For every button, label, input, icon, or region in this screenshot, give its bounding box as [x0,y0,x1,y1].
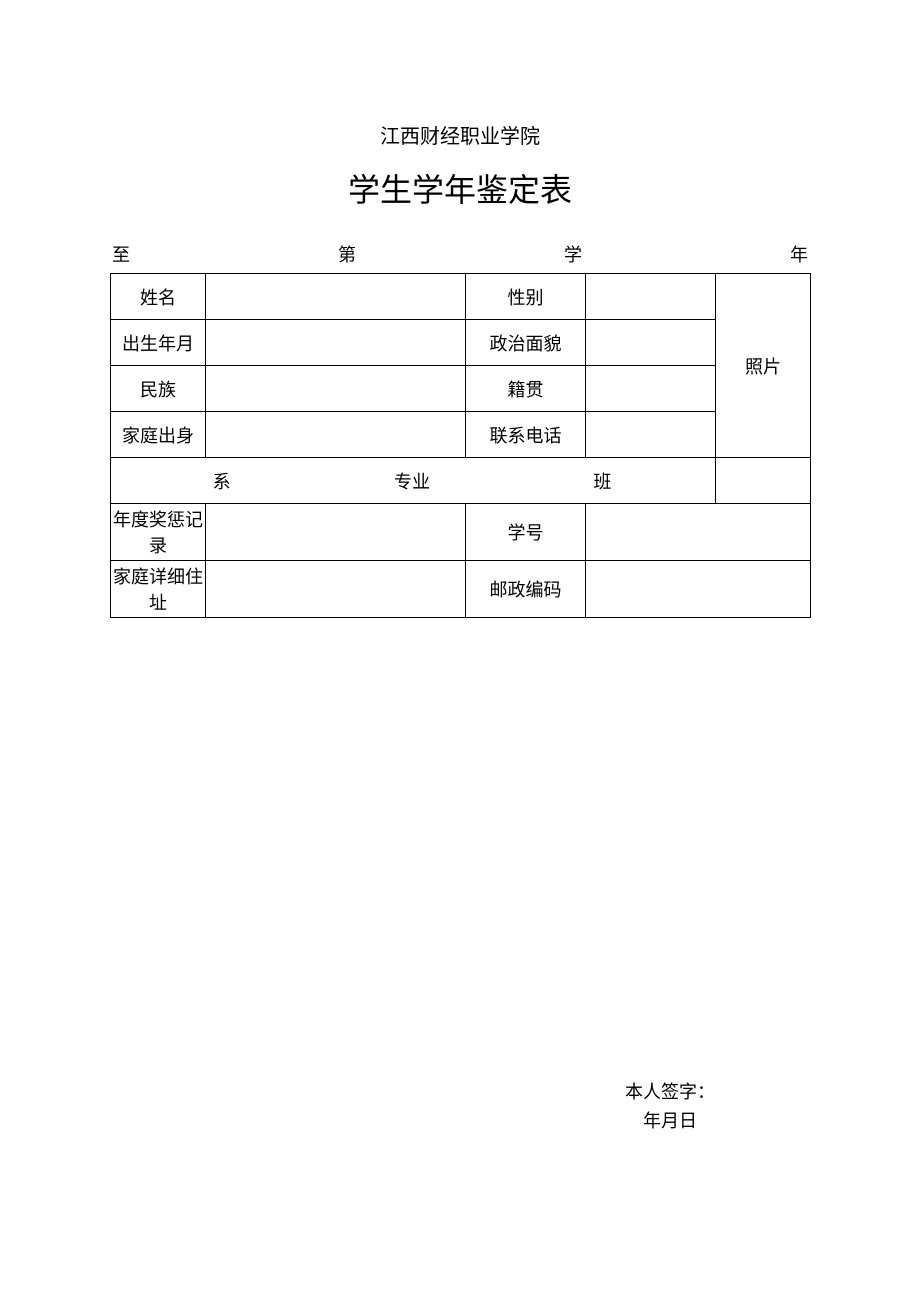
table-row: 家庭出身 联系电话 [111,412,811,458]
label-major: 专业 [394,468,430,494]
year-col-3: 学 [564,241,582,267]
value-postal [586,561,811,618]
label-class: 班 [593,468,611,494]
label-political: 政治面貌 [466,320,586,366]
year-line: 至 第 学 年 [110,241,810,273]
label-postal: 邮政编码 [466,561,586,618]
value-birth [206,320,466,366]
label-student-id: 学号 [466,504,586,561]
value-ethnicity [206,366,466,412]
table-row: 家庭详细住址 邮政编码 [111,561,811,618]
signature-label: 本人签字： [530,1078,810,1107]
label-photo: 照片 [716,274,811,458]
label-birth: 出生年月 [111,320,206,366]
value-dept-major-class-extra [716,458,811,504]
year-col-2: 第 [338,241,356,267]
value-phone [586,412,716,458]
label-ethnicity: 民族 [111,366,206,412]
label-gender: 性别 [466,274,586,320]
table-row: 系 专业 班 [111,458,811,504]
table-row: 年度奖惩记录 学号 [111,504,811,561]
label-name: 姓名 [111,274,206,320]
value-name [206,274,466,320]
value-political [586,320,716,366]
table-row: 出生年月 政治面貌 [111,320,811,366]
label-family-background: 家庭出身 [111,412,206,458]
label-rewards: 年度奖惩记录 [111,504,206,561]
signature-block: 本人签字： 年月日 [110,1078,810,1136]
label-address: 家庭详细住址 [111,561,206,618]
signature-date: 年月日 [530,1107,810,1136]
header-subtitle: 江西财经职业学院 [110,120,810,149]
table-row: 民族 籍贯 [111,366,811,412]
label-native-place: 籍贯 [466,366,586,412]
appraisal-table: 姓名 性别 照片 出生年月 政治面貌 民族 籍贯 家庭出身 联系电话 系 专业 … [110,273,811,618]
year-col-4: 年 [790,241,808,267]
year-col-1: 至 [112,241,130,267]
dept-major-class-cell: 系 专业 班 [111,458,716,504]
header-title: 学生学年鉴定表 [110,165,810,211]
label-dept: 系 [213,468,231,494]
label-phone: 联系电话 [466,412,586,458]
value-rewards [206,504,466,561]
value-student-id [586,504,811,561]
table-row: 姓名 性别 照片 [111,274,811,320]
value-address [206,561,466,618]
value-gender [586,274,716,320]
value-native-place [586,366,716,412]
value-family-background [206,412,466,458]
